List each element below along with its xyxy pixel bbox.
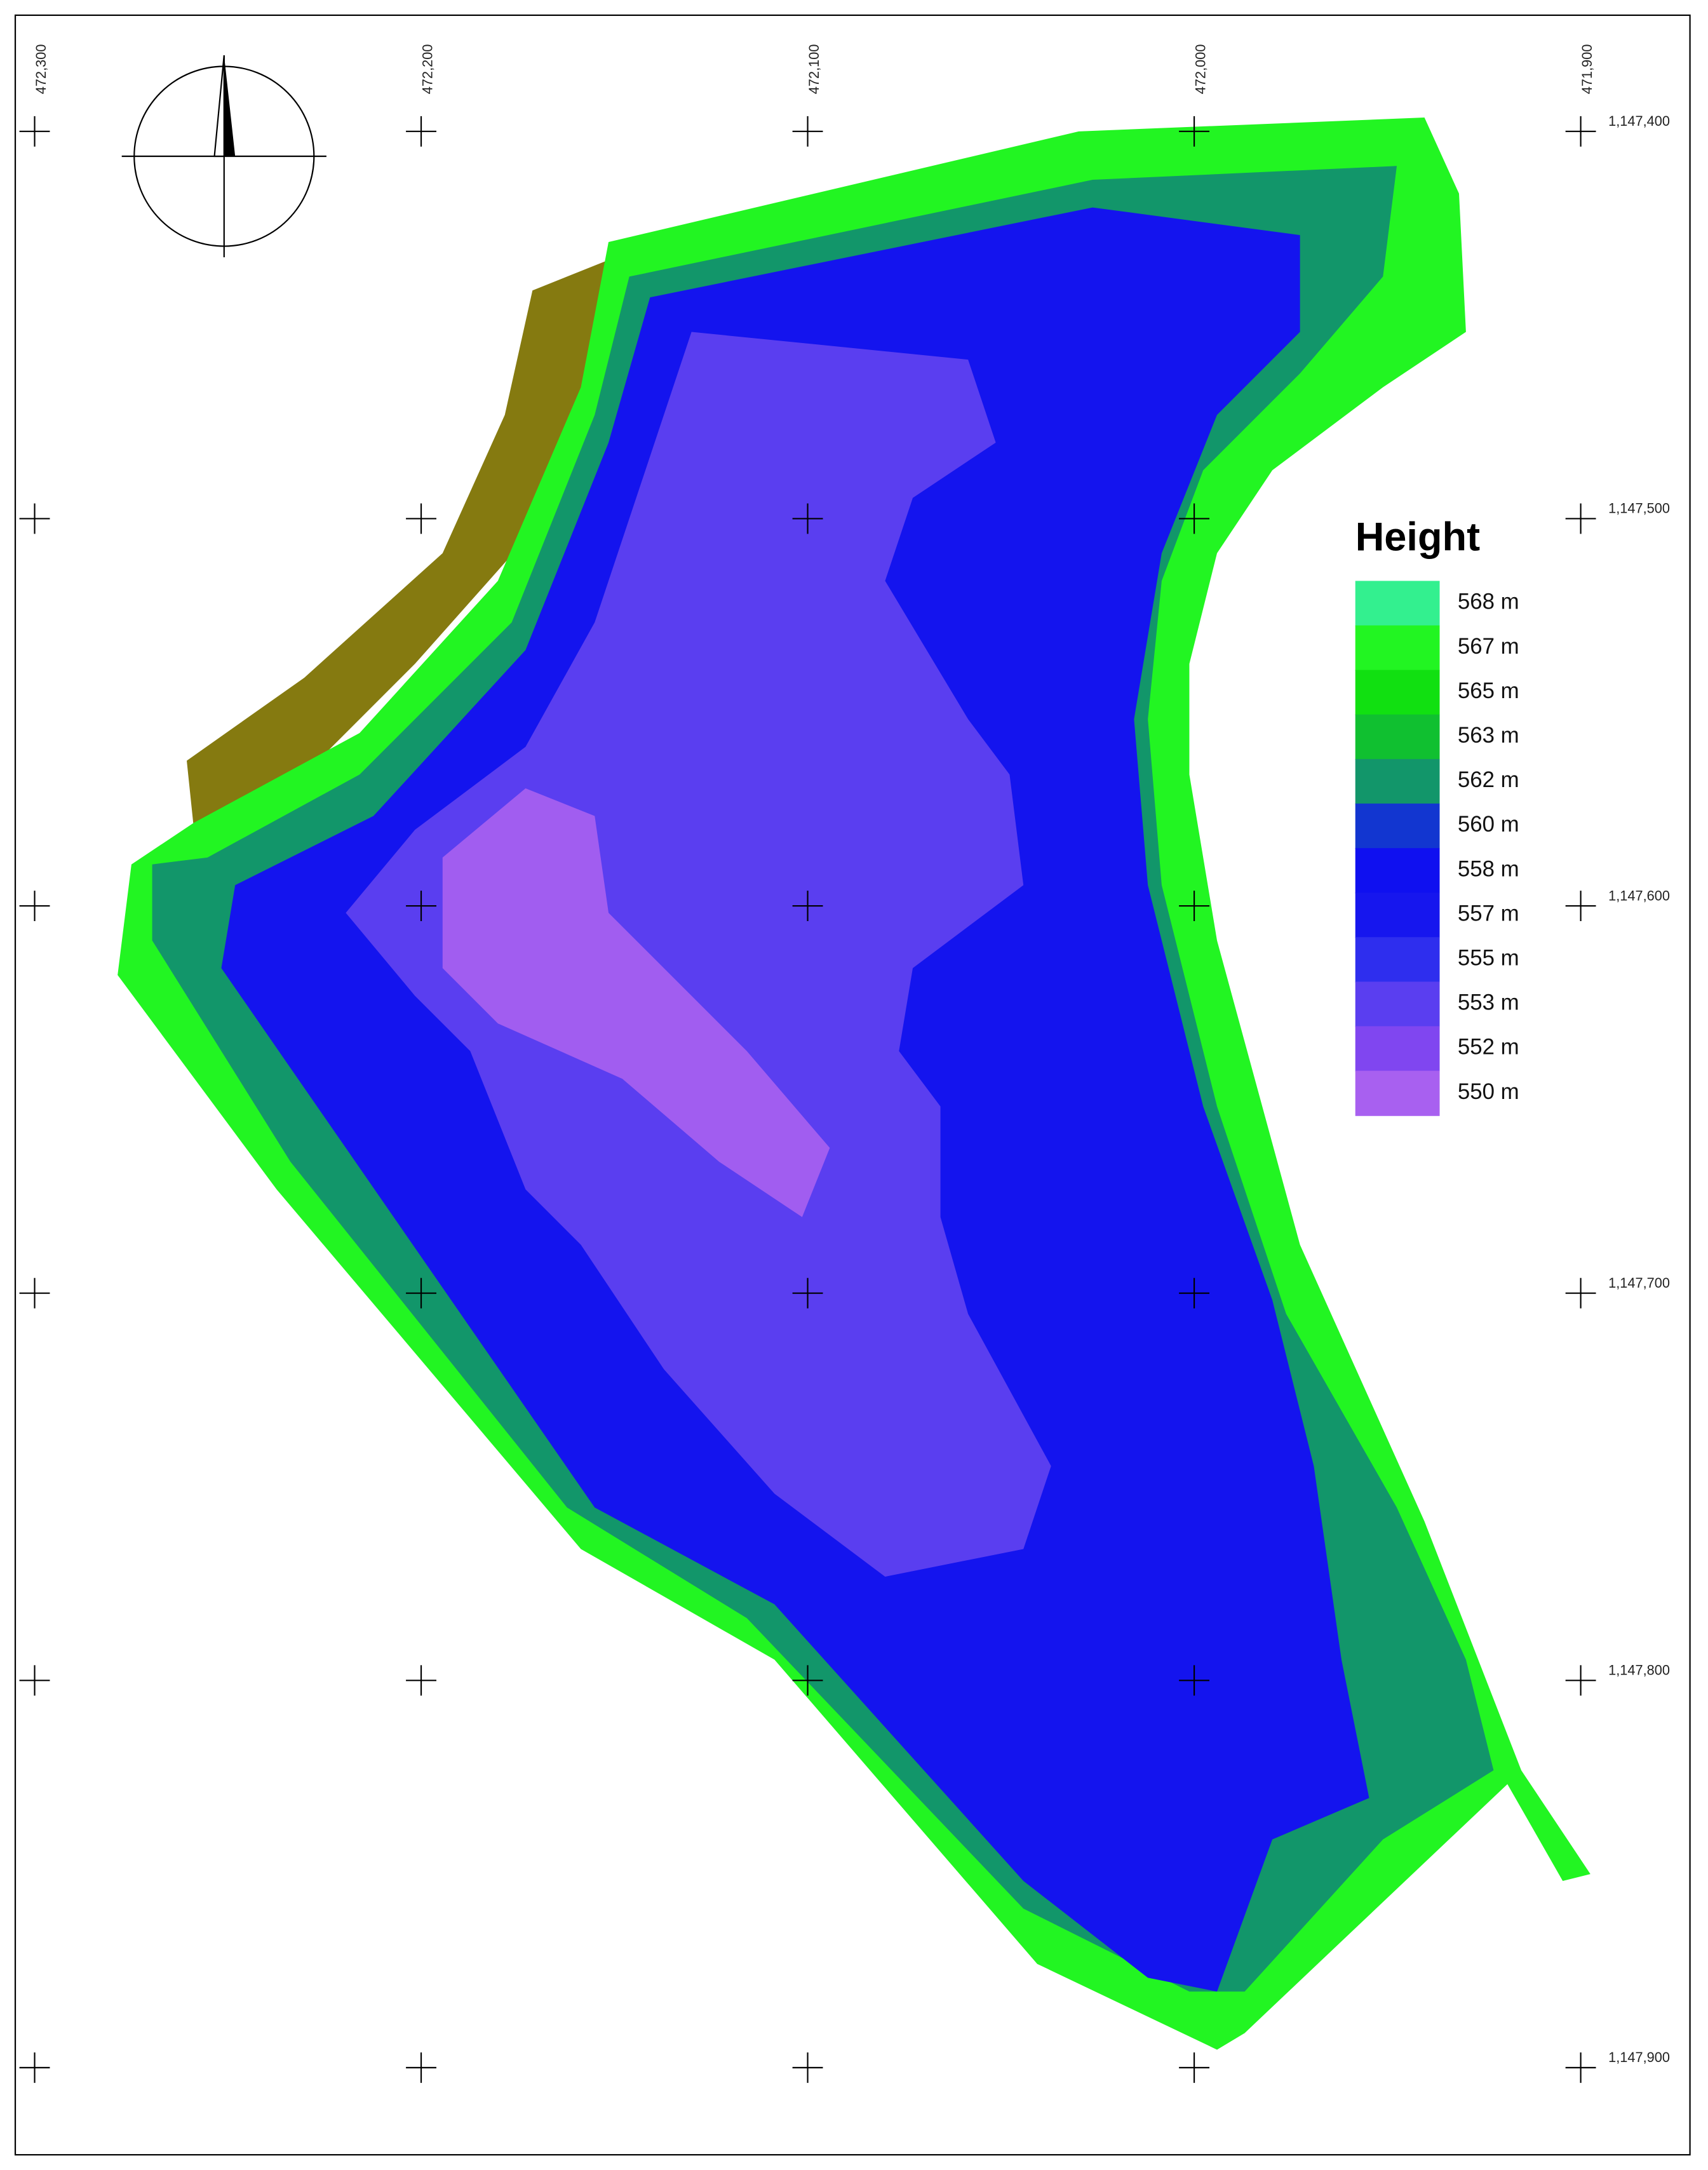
x-coordinate-label: 471,900 (1579, 44, 1595, 95)
grid-cross (792, 503, 823, 534)
grid-cross (1565, 1665, 1596, 1696)
grid-cross (1179, 891, 1210, 922)
legend-label: 565 m (1458, 678, 1519, 703)
terrain-bank (187, 260, 609, 827)
x-coordinate-label: 472,200 (419, 44, 435, 95)
terrain-basin (346, 332, 1051, 1577)
legend-label: 560 m (1458, 812, 1519, 837)
grid-cross (1179, 503, 1210, 534)
grid-cross (1179, 1277, 1210, 1309)
grid-cross (1179, 2052, 1210, 2083)
legend-label: 552 m (1458, 1035, 1519, 1060)
terrain-deep (442, 788, 830, 1217)
legend: Height 568 m 567 m 565 m 563 m 562 m 560 m 558… (1355, 515, 1519, 1116)
legend-swatch (1355, 803, 1440, 849)
legend-label: 562 m (1458, 767, 1519, 792)
x-coordinate-label: 472,300 (33, 44, 49, 95)
grid-cross (792, 1665, 823, 1696)
x-coordinate-label: 472,100 (806, 44, 822, 95)
y-coordinate-label: 1,147,400 (1608, 113, 1670, 129)
y-coordinate-label: 1,147,800 (1608, 1662, 1670, 1678)
y-coordinate-label: 1,147,600 (1608, 887, 1670, 903)
grid-cross (19, 116, 50, 147)
grid: 472,300 472,200 472,100 472,000 471,900 1,147… (19, 44, 1670, 2083)
grid-cross (19, 503, 50, 534)
y-coordinate-label: 1,147,900 (1608, 2049, 1670, 2065)
grid-cross (792, 2052, 823, 2083)
y-coordinate-label: 1,147,500 (1608, 501, 1670, 516)
grid-cross (19, 1277, 50, 1309)
legend-title: Height (1355, 515, 1480, 560)
grid-cross (19, 1665, 50, 1696)
x-coordinate-label: 472,000 (1193, 44, 1209, 95)
legend-swatch (1355, 758, 1440, 805)
grid-cross (1179, 116, 1210, 147)
legend-swatch (1355, 981, 1440, 1027)
legend-label: 553 m (1458, 990, 1519, 1015)
grid-cross (406, 1665, 436, 1696)
legend-swatch (1355, 937, 1440, 983)
legend-label: 567 m (1458, 634, 1519, 659)
grid-cross (1565, 891, 1596, 922)
y-coordinate-label: 1,147,700 (1608, 1275, 1670, 1291)
legend-swatch (1355, 1070, 1440, 1116)
grid-cross (1179, 1665, 1210, 1696)
north-arrow (121, 55, 326, 257)
grid-cross (1565, 1277, 1596, 1309)
grid-cross (1565, 503, 1596, 534)
grid-cross (19, 891, 50, 922)
grid-cross (792, 116, 823, 147)
legend-label: 568 m (1458, 590, 1519, 614)
legend-label: 557 m (1458, 901, 1519, 926)
legend-swatch (1355, 581, 1440, 626)
north-needle (224, 55, 236, 157)
legend-swatch (1355, 625, 1440, 671)
grid-cross (1565, 116, 1596, 147)
legend-swatch (1355, 1026, 1440, 1072)
legend-label: 558 m (1458, 856, 1519, 881)
grid-cross (792, 1277, 823, 1309)
legend-label: 555 m (1458, 946, 1519, 971)
grid-cross (19, 2052, 50, 2083)
grid-cross (1565, 2052, 1596, 2083)
legend-swatch (1355, 714, 1440, 760)
grid-cross (406, 891, 436, 922)
legend-label: 550 m (1458, 1079, 1519, 1104)
grid-cross (406, 116, 436, 147)
legend-swatch (1355, 893, 1440, 938)
legend-swatch (1355, 670, 1440, 715)
grid-cross (406, 503, 436, 534)
grid-cross (406, 2052, 436, 2083)
terrain (118, 118, 1590, 2050)
grid-cross (406, 1277, 436, 1309)
legend-label: 563 m (1458, 723, 1519, 748)
grid-cross (792, 891, 823, 922)
legend-swatch (1355, 848, 1440, 894)
